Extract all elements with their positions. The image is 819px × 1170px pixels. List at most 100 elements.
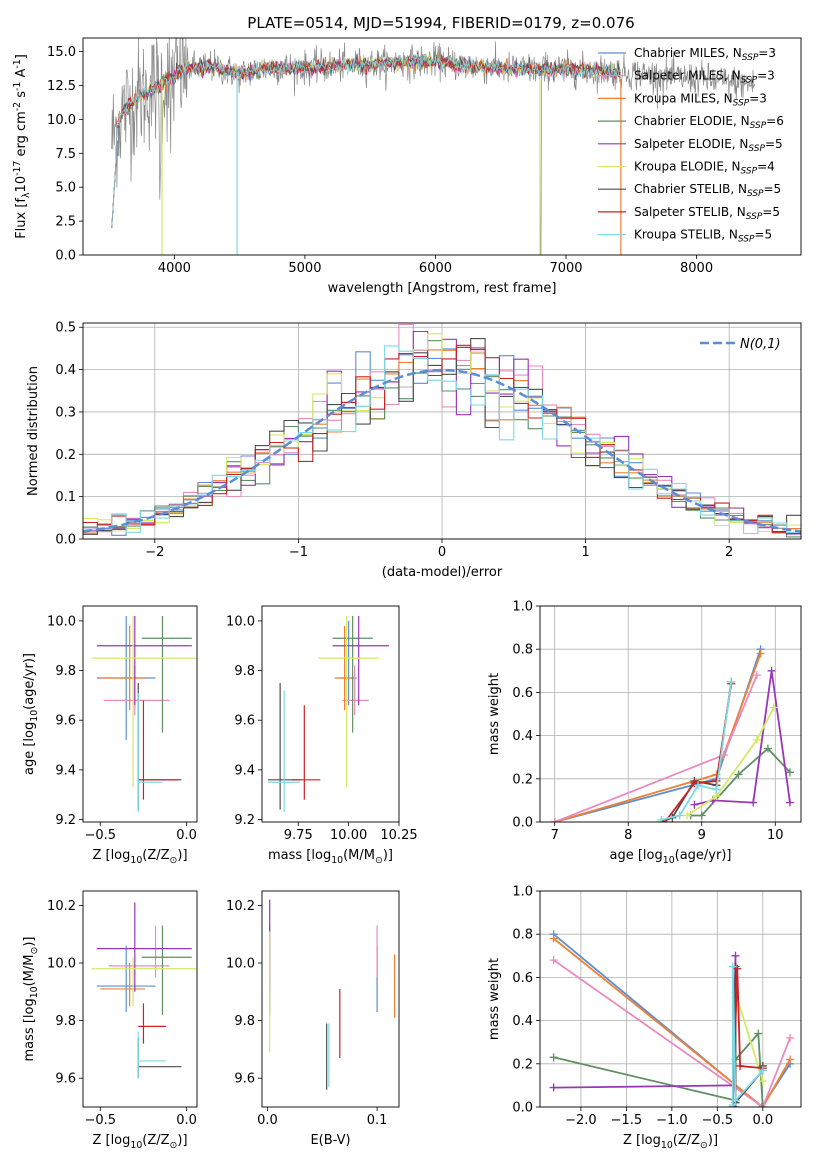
weight-marker-salpeter_elodie	[731, 951, 740, 960]
y-axis-label: mass weight	[487, 958, 502, 1040]
label-part: (age/yr)]	[675, 848, 732, 863]
y-tick-label: 0.8	[512, 643, 533, 658]
panel-weight_vs_z: −2.0 −1.5 −1.0 −0.5 0.0 0.0 0.2 0.4 0.6 0.8 1.0 Z […	[487, 885, 802, 1151]
label-part: Z [log	[623, 1133, 661, 1148]
panel-spectrum: 4000 5000 6000 7000 8000 0.0 2.5 5.0 7.5 10.0 12.5…	[12, 37, 802, 296]
label-part: 10	[130, 1140, 142, 1151]
x-tick-label: 7	[551, 828, 559, 843]
label-part: mass [log	[268, 848, 331, 863]
y-tick-label: 0.2	[512, 1057, 533, 1072]
label-part: Z [log	[92, 1133, 130, 1148]
y-tick-label: 1.0	[512, 885, 533, 900]
x-tick-label: −0.5	[84, 1113, 116, 1128]
label-part: -1	[12, 82, 23, 91]
y-tick-label: 10.0	[226, 957, 255, 972]
legend-label-suffix: =5	[765, 137, 783, 151]
histogram-kroupa_stelib	[83, 345, 801, 535]
label-part: ⊙	[700, 1140, 708, 1151]
x-tick-label: −2	[145, 545, 164, 560]
y-tick-label: 9.6	[55, 714, 76, 729]
x-tick-label: −0.5	[702, 1113, 734, 1128]
label-part: )]	[177, 1133, 187, 1148]
y-tick-label: 9.8	[55, 1014, 76, 1029]
y-tick-label: 0.1	[55, 490, 76, 505]
weight-line-chabrier_miles	[553, 933, 791, 1107]
y-tick-label: 0.0	[55, 533, 76, 548]
legend-label-suffix: =3	[757, 69, 775, 83]
label-part: 10	[29, 710, 40, 722]
x-tick-label: 8000	[680, 261, 713, 276]
y-tick-label: 0.2	[512, 772, 533, 787]
x-tick-label: −2.0	[565, 1113, 597, 1128]
panel-mass_vs_ebv: 0.0 0.1 9.6 9.8 10.0 10.2 E(B-V)	[226, 890, 400, 1148]
weight-marker-kroupa_elodie	[758, 1077, 767, 1086]
weight-marker-chabrier_elodie	[758, 1103, 767, 1107]
x-axis-label: E(B-V)	[310, 1133, 350, 1148]
gaussian-curve	[83, 368, 801, 533]
y-axis-label: age [log10(age/yr)]	[22, 653, 40, 775]
weight-marker-chabrier_elodie	[549, 1053, 558, 1062]
legend-label: Kroupa MILES, NSSP=3	[634, 91, 767, 108]
label-part: )]	[708, 1133, 718, 1148]
weight-marker-salpeter_miles	[752, 671, 761, 680]
weight-marker-salpeter_miles	[549, 956, 558, 965]
legend-label-gaussian: N(0,1)	[740, 337, 781, 352]
weight-marker-kroupa_stelib	[731, 1096, 740, 1105]
x-tick-label: 0.0	[257, 1113, 278, 1128]
plot-area	[269, 899, 396, 1090]
y-tick-label: 10.0	[47, 113, 76, 128]
panel-age_vs_z: −0.5 0.09.29.49.69.810.0Z [log10(Z/Z⊙)]ag…	[22, 605, 198, 866]
label-part: E(B-V)	[310, 1133, 350, 1148]
legend-label-sub: SSP	[748, 144, 765, 154]
x-tick-label: 0	[438, 545, 446, 560]
x-tick-label: −1	[289, 545, 308, 560]
weight-marker-salpeter_elodie	[749, 798, 758, 807]
weight-marker-salpeter_elodie	[767, 666, 776, 675]
label-part: 10	[29, 986, 40, 998]
y-tick-label: 1.0	[512, 600, 533, 615]
y-axis-label: Normed distribution	[26, 366, 41, 496]
label-part: )]	[383, 848, 393, 863]
y-tick-label: 2.5	[55, 215, 76, 230]
weight-marker-chabrier_elodie	[763, 744, 772, 753]
x-tick-label: 8	[624, 828, 632, 843]
y-tick-label: 12.5	[47, 79, 76, 94]
legend-label-suffix: =5	[754, 228, 772, 242]
axes-frame	[261, 890, 400, 1108]
label-part: Z [log	[92, 848, 130, 863]
label-part: s	[14, 91, 29, 102]
y-tick-label: 9.6	[234, 1072, 255, 1087]
y-tick-label: 10.0	[226, 614, 255, 629]
label-part: 10	[14, 176, 29, 193]
label-part: )]	[22, 937, 37, 947]
axes-frame	[82, 605, 198, 823]
y-tick-label: 0.4	[512, 729, 533, 744]
label-part: (Z/Z	[142, 1133, 169, 1148]
weight-marker-salpeter_elodie	[690, 800, 699, 809]
legend-label-main: Salpeter MILES, N	[634, 69, 741, 83]
x-tick-label: 10	[767, 828, 784, 843]
legend-label-sub: SSP	[741, 167, 758, 177]
weight-marker-kroupa_stelib	[694, 781, 703, 790]
y-tick-label: 10.2	[226, 899, 255, 914]
x-axis-label: mass [log10(M/M⊙)]	[268, 848, 393, 866]
legend-label-main: Chabrier STELIB, N	[634, 182, 747, 196]
label-part: ⊙	[170, 855, 178, 866]
panels: 4000 5000 6000 7000 80000.02.55.07.510.012.5…	[12, 37, 802, 1151]
x-tick-label: 0.0	[752, 1113, 773, 1128]
label-part: (data-model)/error	[382, 565, 503, 580]
y-tick-label: 0.3	[55, 405, 76, 420]
figure-title: PLATE=0514, MJD=51994, FIBERID=0179, z=0…	[247, 14, 634, 32]
x-tick-label: 5000	[288, 261, 321, 276]
y-tick-label: 0.4	[512, 1014, 533, 1029]
x-tick-label: 6000	[419, 261, 452, 276]
y-tick-label: 9.6	[234, 714, 255, 729]
legend-label-suffix: =3	[758, 46, 776, 60]
axes-frame	[261, 605, 400, 823]
x-tick-label: 9	[698, 828, 706, 843]
x-tick-label: 0.1	[367, 1113, 388, 1128]
